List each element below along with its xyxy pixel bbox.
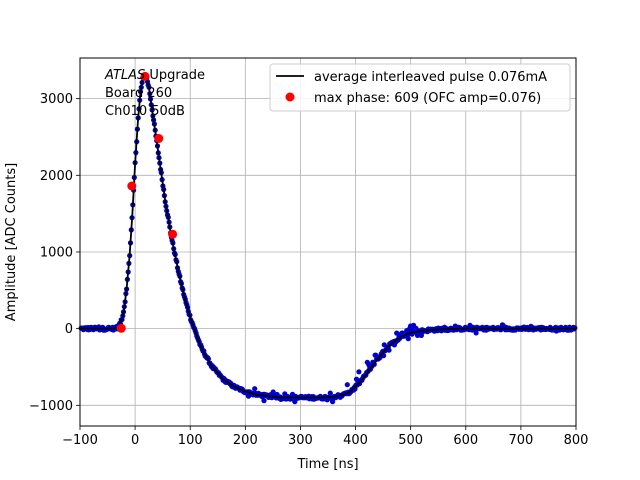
- sample-point: [356, 369, 362, 375]
- max-phase-markers: [116, 71, 178, 333]
- annotation-atlas: ATLAS: [104, 68, 145, 83]
- atlas-annotation: ATLAS Upgrade Board 260 Ch010 50dB: [104, 68, 205, 119]
- annotation-line-1: ATLAS Upgrade: [104, 68, 205, 83]
- x-tick-label: 700: [508, 433, 533, 448]
- sample-point: [344, 382, 350, 388]
- y-tick-label: −1000: [29, 399, 73, 414]
- legend-entry-average: average interleaved pulse 0.076mA: [314, 70, 547, 85]
- y-tick-label: 2000: [40, 169, 73, 184]
- sample-point: [330, 399, 336, 405]
- sample-point: [473, 330, 479, 336]
- average-pulse-path: [80, 74, 576, 399]
- y-tick-label: 0: [65, 322, 73, 337]
- x-axis-ticks: −100 0 100 200 300 400 500 600 700 800: [62, 426, 588, 448]
- max-phase-point: [168, 229, 178, 239]
- max-phase-point: [140, 71, 150, 81]
- x-tick-label: 300: [288, 433, 313, 448]
- average-pulse-line: [80, 74, 576, 399]
- axes-frame: [79, 57, 577, 427]
- y-axis-ticks: −1000 0 1000 2000 3000: [29, 92, 80, 414]
- legend-entry-maxphase: max phase: 609 (OFC amp=0.076): [314, 91, 541, 106]
- legend-marker-swatch: [285, 92, 295, 102]
- x-tick-label: 200: [233, 433, 258, 448]
- x-tick-label: 400: [343, 433, 368, 448]
- legend-box: [269, 63, 571, 112]
- annotation-upgrade: Upgrade: [145, 68, 205, 83]
- y-tick-label: 1000: [40, 245, 73, 260]
- legend: average interleaved pulse 0.076mA max ph…: [269, 63, 571, 112]
- sample-point: [405, 336, 411, 342]
- max-phase-point: [154, 134, 164, 143]
- y-axis-label: Amplitude [ADC Counts]: [4, 163, 19, 321]
- x-tick-label: 500: [398, 433, 423, 448]
- sample-point: [261, 398, 267, 404]
- max-phase-point: [127, 181, 137, 191]
- grid: [79, 58, 577, 426]
- x-tick-label: 800: [564, 433, 589, 448]
- annotation-line-3: Ch010 50dB: [105, 104, 185, 119]
- x-axis-label: Time [ns]: [296, 457, 358, 472]
- x-tick-label: −100: [62, 433, 98, 448]
- annotation-line-2: Board 260: [105, 86, 172, 101]
- x-tick-label: 0: [131, 433, 139, 448]
- sample-point: [252, 386, 258, 392]
- y-tick-label: 3000: [40, 92, 73, 107]
- x-tick-label: 100: [178, 433, 203, 448]
- x-tick-label: 600: [453, 433, 478, 448]
- sample-point: [386, 347, 392, 353]
- sample-point: [327, 390, 333, 396]
- max-phase-point: [116, 323, 126, 333]
